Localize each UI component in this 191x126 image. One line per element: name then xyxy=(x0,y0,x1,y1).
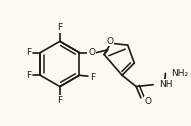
Text: F: F xyxy=(26,48,31,57)
Text: F: F xyxy=(90,73,95,82)
Text: O: O xyxy=(106,37,113,46)
Text: F: F xyxy=(57,96,62,105)
Text: NH₂: NH₂ xyxy=(171,69,188,78)
Text: O: O xyxy=(88,48,95,57)
Text: O: O xyxy=(145,97,152,106)
Text: NH: NH xyxy=(159,80,172,89)
Text: F: F xyxy=(26,71,31,80)
Text: F: F xyxy=(57,23,62,32)
